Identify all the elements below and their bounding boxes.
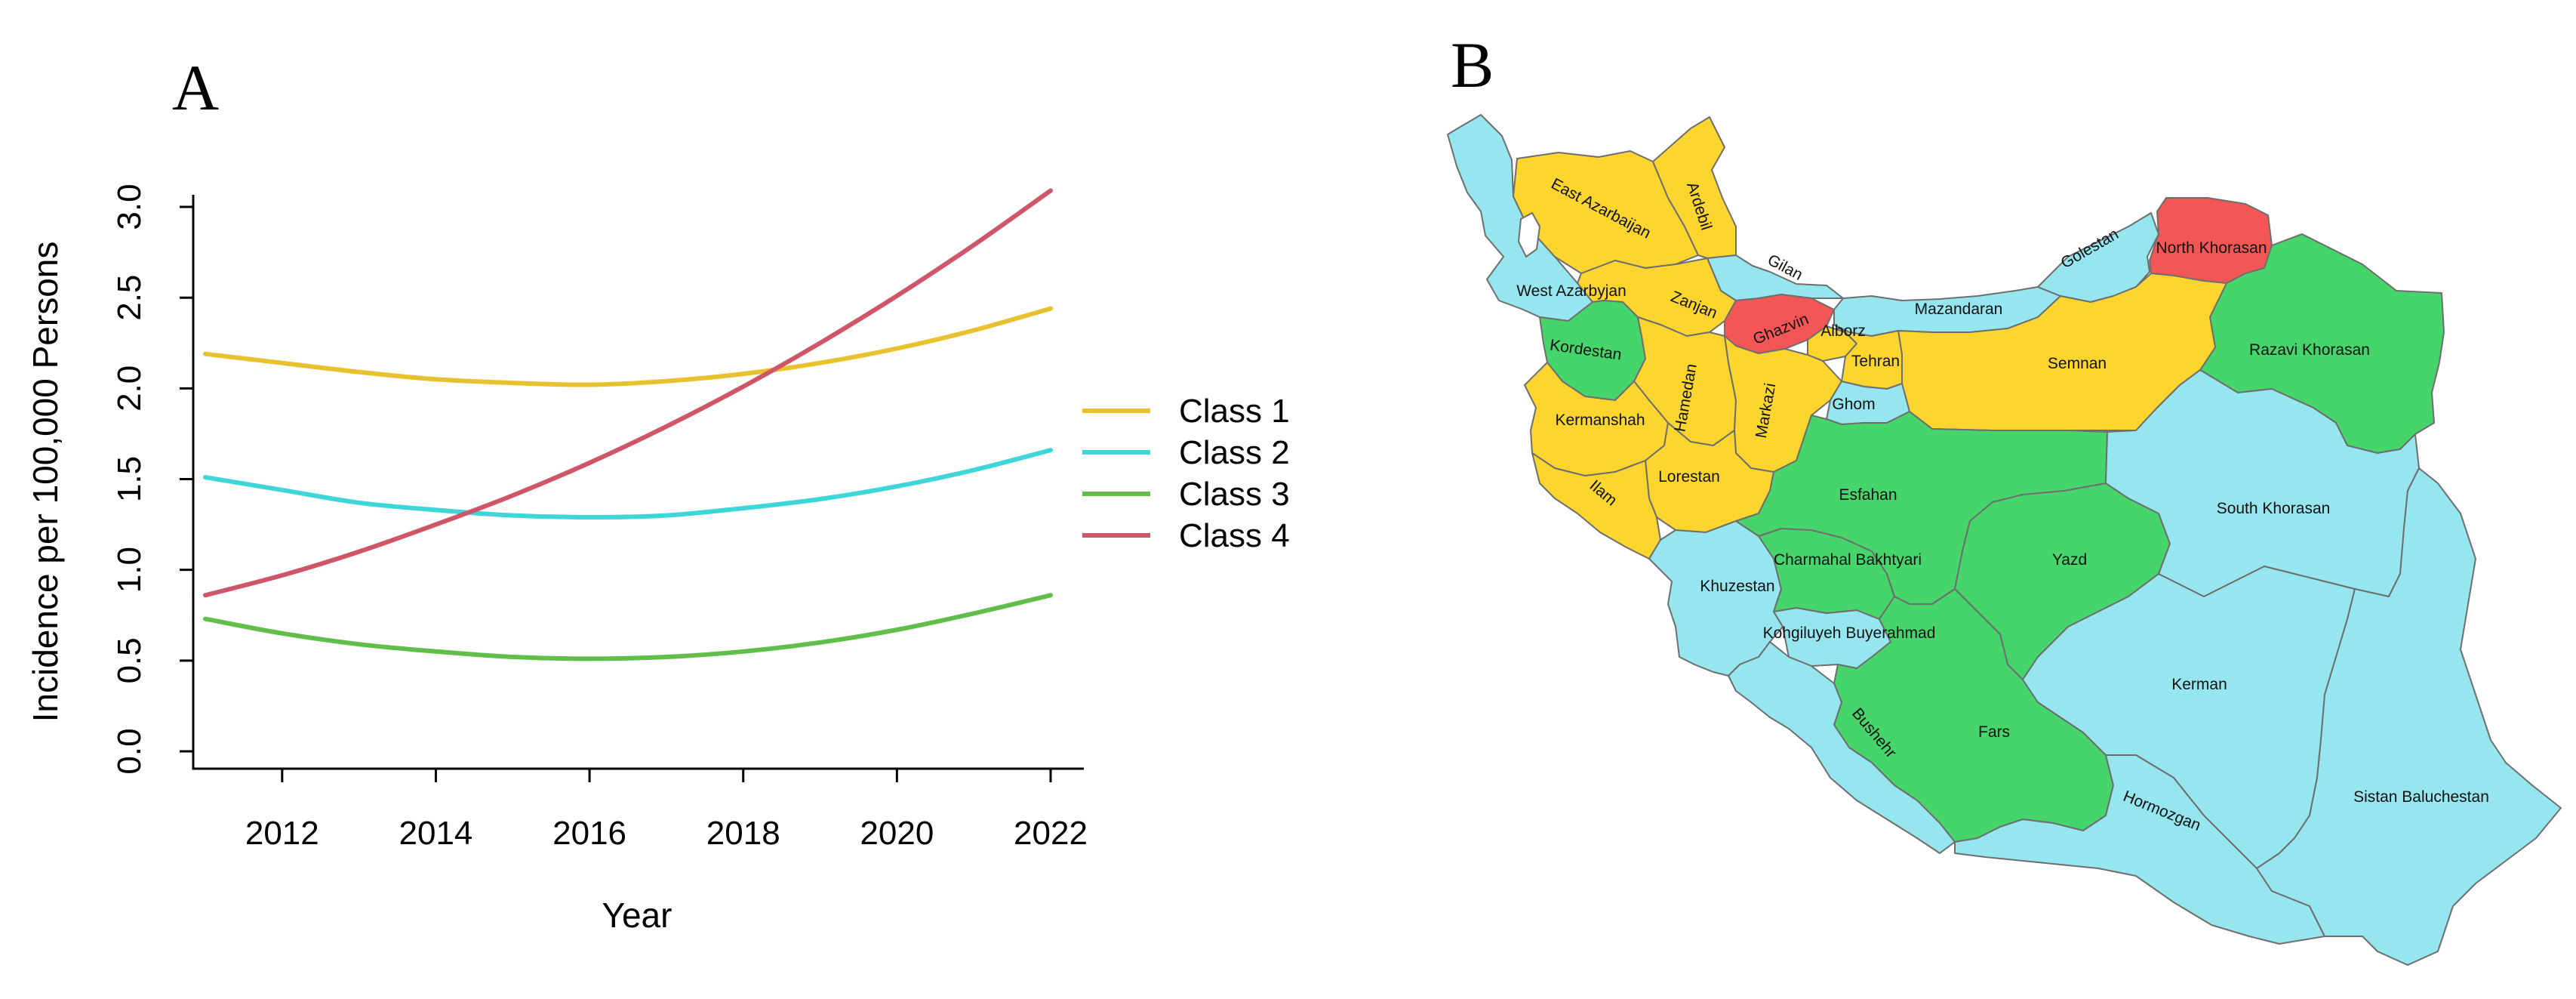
- label-west-azarbyjan: West Azarbyjan: [1516, 282, 1627, 300]
- x-axis-ticks: 2012 2014 2016 2018 2020 2022: [245, 769, 1088, 852]
- series-line-class-4: [203, 188, 1053, 598]
- series-line-class-2: [203, 448, 1053, 520]
- legend-label: Class 1: [1179, 393, 1290, 430]
- label-semnan: Semnan: [2048, 355, 2107, 372]
- label-alborz: Alborz: [1820, 322, 1866, 340]
- series-line-class-1: [203, 306, 1053, 387]
- label-esfahan: Esfahan: [1839, 486, 1897, 504]
- y-tick-label: 1.0: [111, 547, 148, 593]
- label-kerman: Kerman: [2171, 676, 2227, 693]
- x-tick-label: 2020: [860, 815, 934, 852]
- x-tick-label: 2022: [1014, 815, 1088, 852]
- axes-frame: [192, 195, 1084, 770]
- y-axis-title: Incidence per 100,000 Persons: [26, 242, 65, 723]
- label-khuzestan: Khuzestan: [1700, 578, 1774, 595]
- chart-legend: Class 1 Class 2 Class 3 Class 4: [1082, 393, 1290, 554]
- x-tick-label: 2018: [706, 815, 780, 852]
- label-ghom: Ghom: [1832, 396, 1875, 413]
- x-tick-label: 2012: [245, 815, 319, 852]
- label-south-khorasan: South Khorasan: [2217, 500, 2331, 517]
- label-kermanshah: Kermanshah: [1555, 412, 1645, 429]
- region-sistan-baluchestan: [2256, 467, 2562, 966]
- legend-label: Class 4: [1179, 517, 1290, 554]
- region-bushehr: [1728, 641, 1956, 854]
- label-charmahal-bakhtyari: Charmahal Bakhtyari: [1774, 551, 1922, 569]
- label-tehran: Tehran: [1851, 353, 1900, 370]
- province-map: East Azarbaijan Ardebil Gilan West Azarb…: [1447, 114, 2562, 966]
- y-axis-ticks: 0.0 0.5 1.0 1.5 2.0 2.5 3.0: [111, 183, 193, 775]
- y-tick-label: 0.0: [111, 728, 148, 774]
- series-lines: [203, 188, 1053, 661]
- label-yazd: Yazd: [2052, 551, 2087, 569]
- y-tick-label: 0.5: [111, 637, 148, 683]
- region-east-azarbaijan: [1513, 150, 1699, 274]
- y-tick-label: 1.5: [111, 456, 148, 502]
- panel-a-label: A: [172, 51, 219, 124]
- line-chart: 2012 2014 2016 2018 2020 2022 0.0 0.5 1.0 1.5 2.0…: [26, 183, 1290, 935]
- region-ardebil: [1652, 116, 1737, 259]
- y-tick-label: 2.0: [111, 365, 148, 412]
- x-tick-label: 2016: [552, 815, 626, 852]
- legend-label: Class 2: [1179, 434, 1290, 471]
- label-lorestan: Lorestan: [1658, 468, 1720, 486]
- urmia-lake: [1517, 211, 1541, 258]
- label-kohgiluyeh-buyerahmad: Kohgiluyeh Buyerahmad: [1763, 624, 1936, 642]
- y-tick-label: 3.0: [111, 183, 148, 230]
- series-line-class-3: [203, 593, 1053, 661]
- panel-b-label: B: [1451, 29, 1494, 101]
- x-tick-label: 2014: [399, 815, 473, 852]
- label-razavi-khorasan: Razavi Khorasan: [2249, 341, 2370, 359]
- y-tick-label: 2.5: [111, 275, 148, 321]
- x-axis-title: Year: [602, 896, 672, 935]
- label-mazandaran: Mazandaran: [1915, 301, 2003, 318]
- legend-label: Class 3: [1179, 476, 1290, 513]
- label-fars: Fars: [1978, 723, 2010, 741]
- label-sistan-baluchestan: Sistan Baluchestan: [2353, 788, 2489, 806]
- label-north-khorasan: North Khorasan: [2156, 239, 2267, 257]
